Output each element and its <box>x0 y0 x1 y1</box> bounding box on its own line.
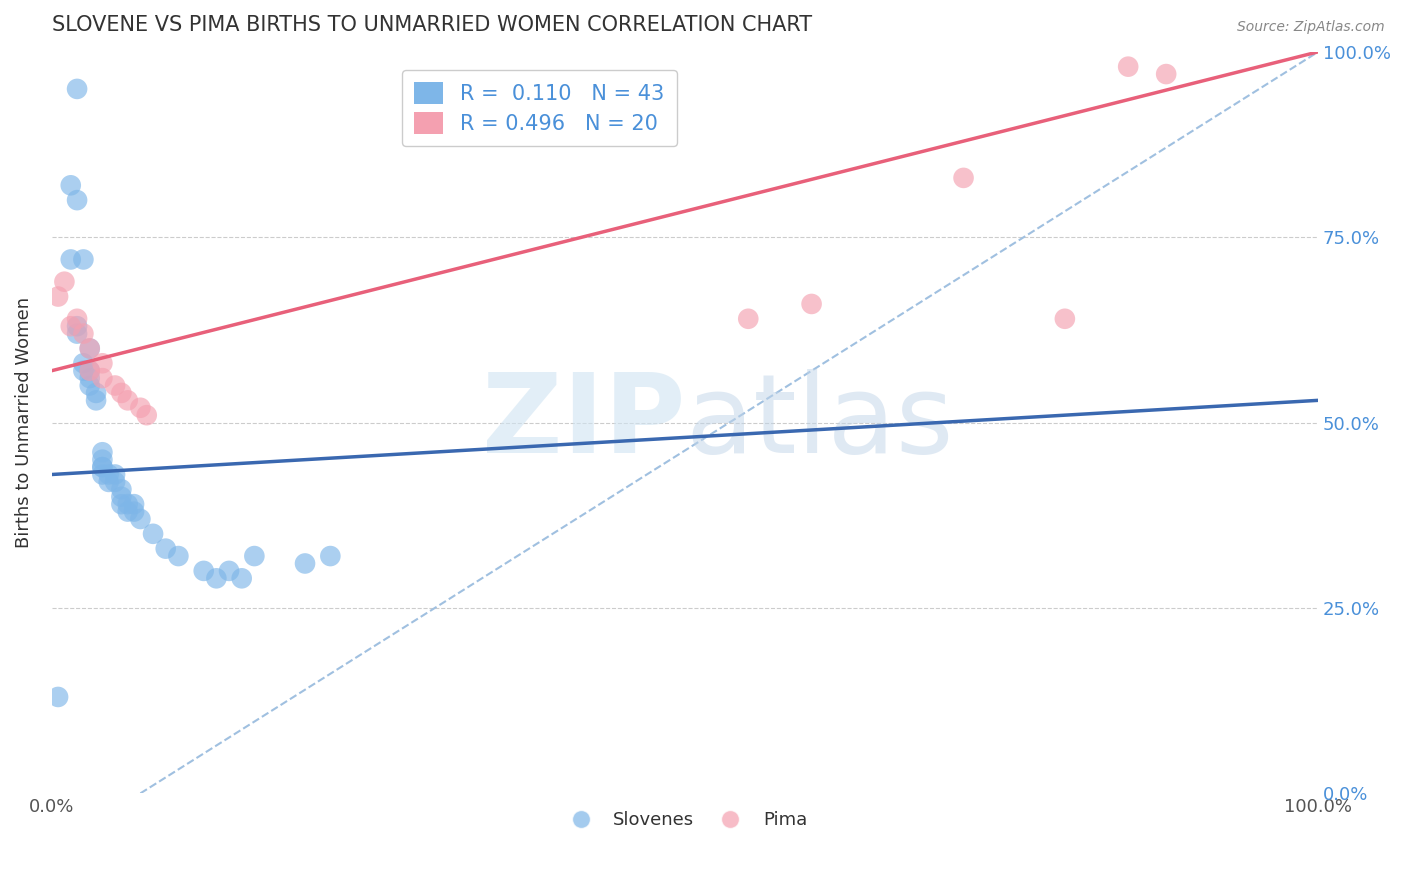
Point <box>72 364 94 378</box>
Point <box>135 408 157 422</box>
Point <box>66 82 89 96</box>
Point <box>79 378 101 392</box>
Point <box>79 371 101 385</box>
Point <box>91 460 114 475</box>
Point <box>155 541 177 556</box>
Point <box>84 386 107 401</box>
Point <box>46 690 69 704</box>
Point <box>59 178 82 193</box>
Legend: Slovenes, Pima: Slovenes, Pima <box>555 804 814 836</box>
Point <box>193 564 215 578</box>
Point <box>79 364 101 378</box>
Point <box>1116 60 1139 74</box>
Point <box>53 275 76 289</box>
Point <box>205 571 228 585</box>
Point <box>243 549 266 563</box>
Point <box>72 252 94 267</box>
Point <box>72 326 94 341</box>
Text: atlas: atlas <box>685 369 953 476</box>
Point <box>117 393 139 408</box>
Point <box>72 356 94 370</box>
Point <box>129 512 152 526</box>
Point <box>104 475 127 489</box>
Point <box>218 564 240 578</box>
Point <box>294 557 316 571</box>
Point <box>46 289 69 303</box>
Text: Source: ZipAtlas.com: Source: ZipAtlas.com <box>1237 20 1385 34</box>
Point <box>91 445 114 459</box>
Point <box>59 319 82 334</box>
Point <box>104 378 127 392</box>
Point <box>1154 67 1177 81</box>
Point <box>110 386 132 401</box>
Point <box>97 467 120 482</box>
Point <box>66 311 89 326</box>
Point <box>142 526 165 541</box>
Point <box>79 342 101 356</box>
Point <box>122 497 145 511</box>
Point <box>91 356 114 370</box>
Point <box>231 571 253 585</box>
Point <box>737 311 759 326</box>
Text: ZIP: ZIP <box>482 369 685 476</box>
Point <box>952 170 974 185</box>
Text: SLOVENE VS PIMA BIRTHS TO UNMARRIED WOMEN CORRELATION CHART: SLOVENE VS PIMA BIRTHS TO UNMARRIED WOME… <box>52 15 811 35</box>
Point <box>66 319 89 334</box>
Point <box>91 467 114 482</box>
Point <box>91 460 114 475</box>
Point <box>110 497 132 511</box>
Point <box>91 371 114 385</box>
Point <box>79 364 101 378</box>
Point <box>800 297 823 311</box>
Point <box>1053 311 1076 326</box>
Point <box>91 452 114 467</box>
Point <box>59 252 82 267</box>
Point <box>117 497 139 511</box>
Point <box>104 467 127 482</box>
Y-axis label: Births to Unmarried Women: Births to Unmarried Women <box>15 297 32 549</box>
Point <box>129 401 152 415</box>
Point <box>117 505 139 519</box>
Point <box>66 193 89 207</box>
Point <box>110 490 132 504</box>
Point <box>79 342 101 356</box>
Point <box>319 549 342 563</box>
Point <box>167 549 190 563</box>
Point <box>84 393 107 408</box>
Point <box>97 475 120 489</box>
Point <box>122 505 145 519</box>
Point <box>110 483 132 497</box>
Point <box>66 326 89 341</box>
